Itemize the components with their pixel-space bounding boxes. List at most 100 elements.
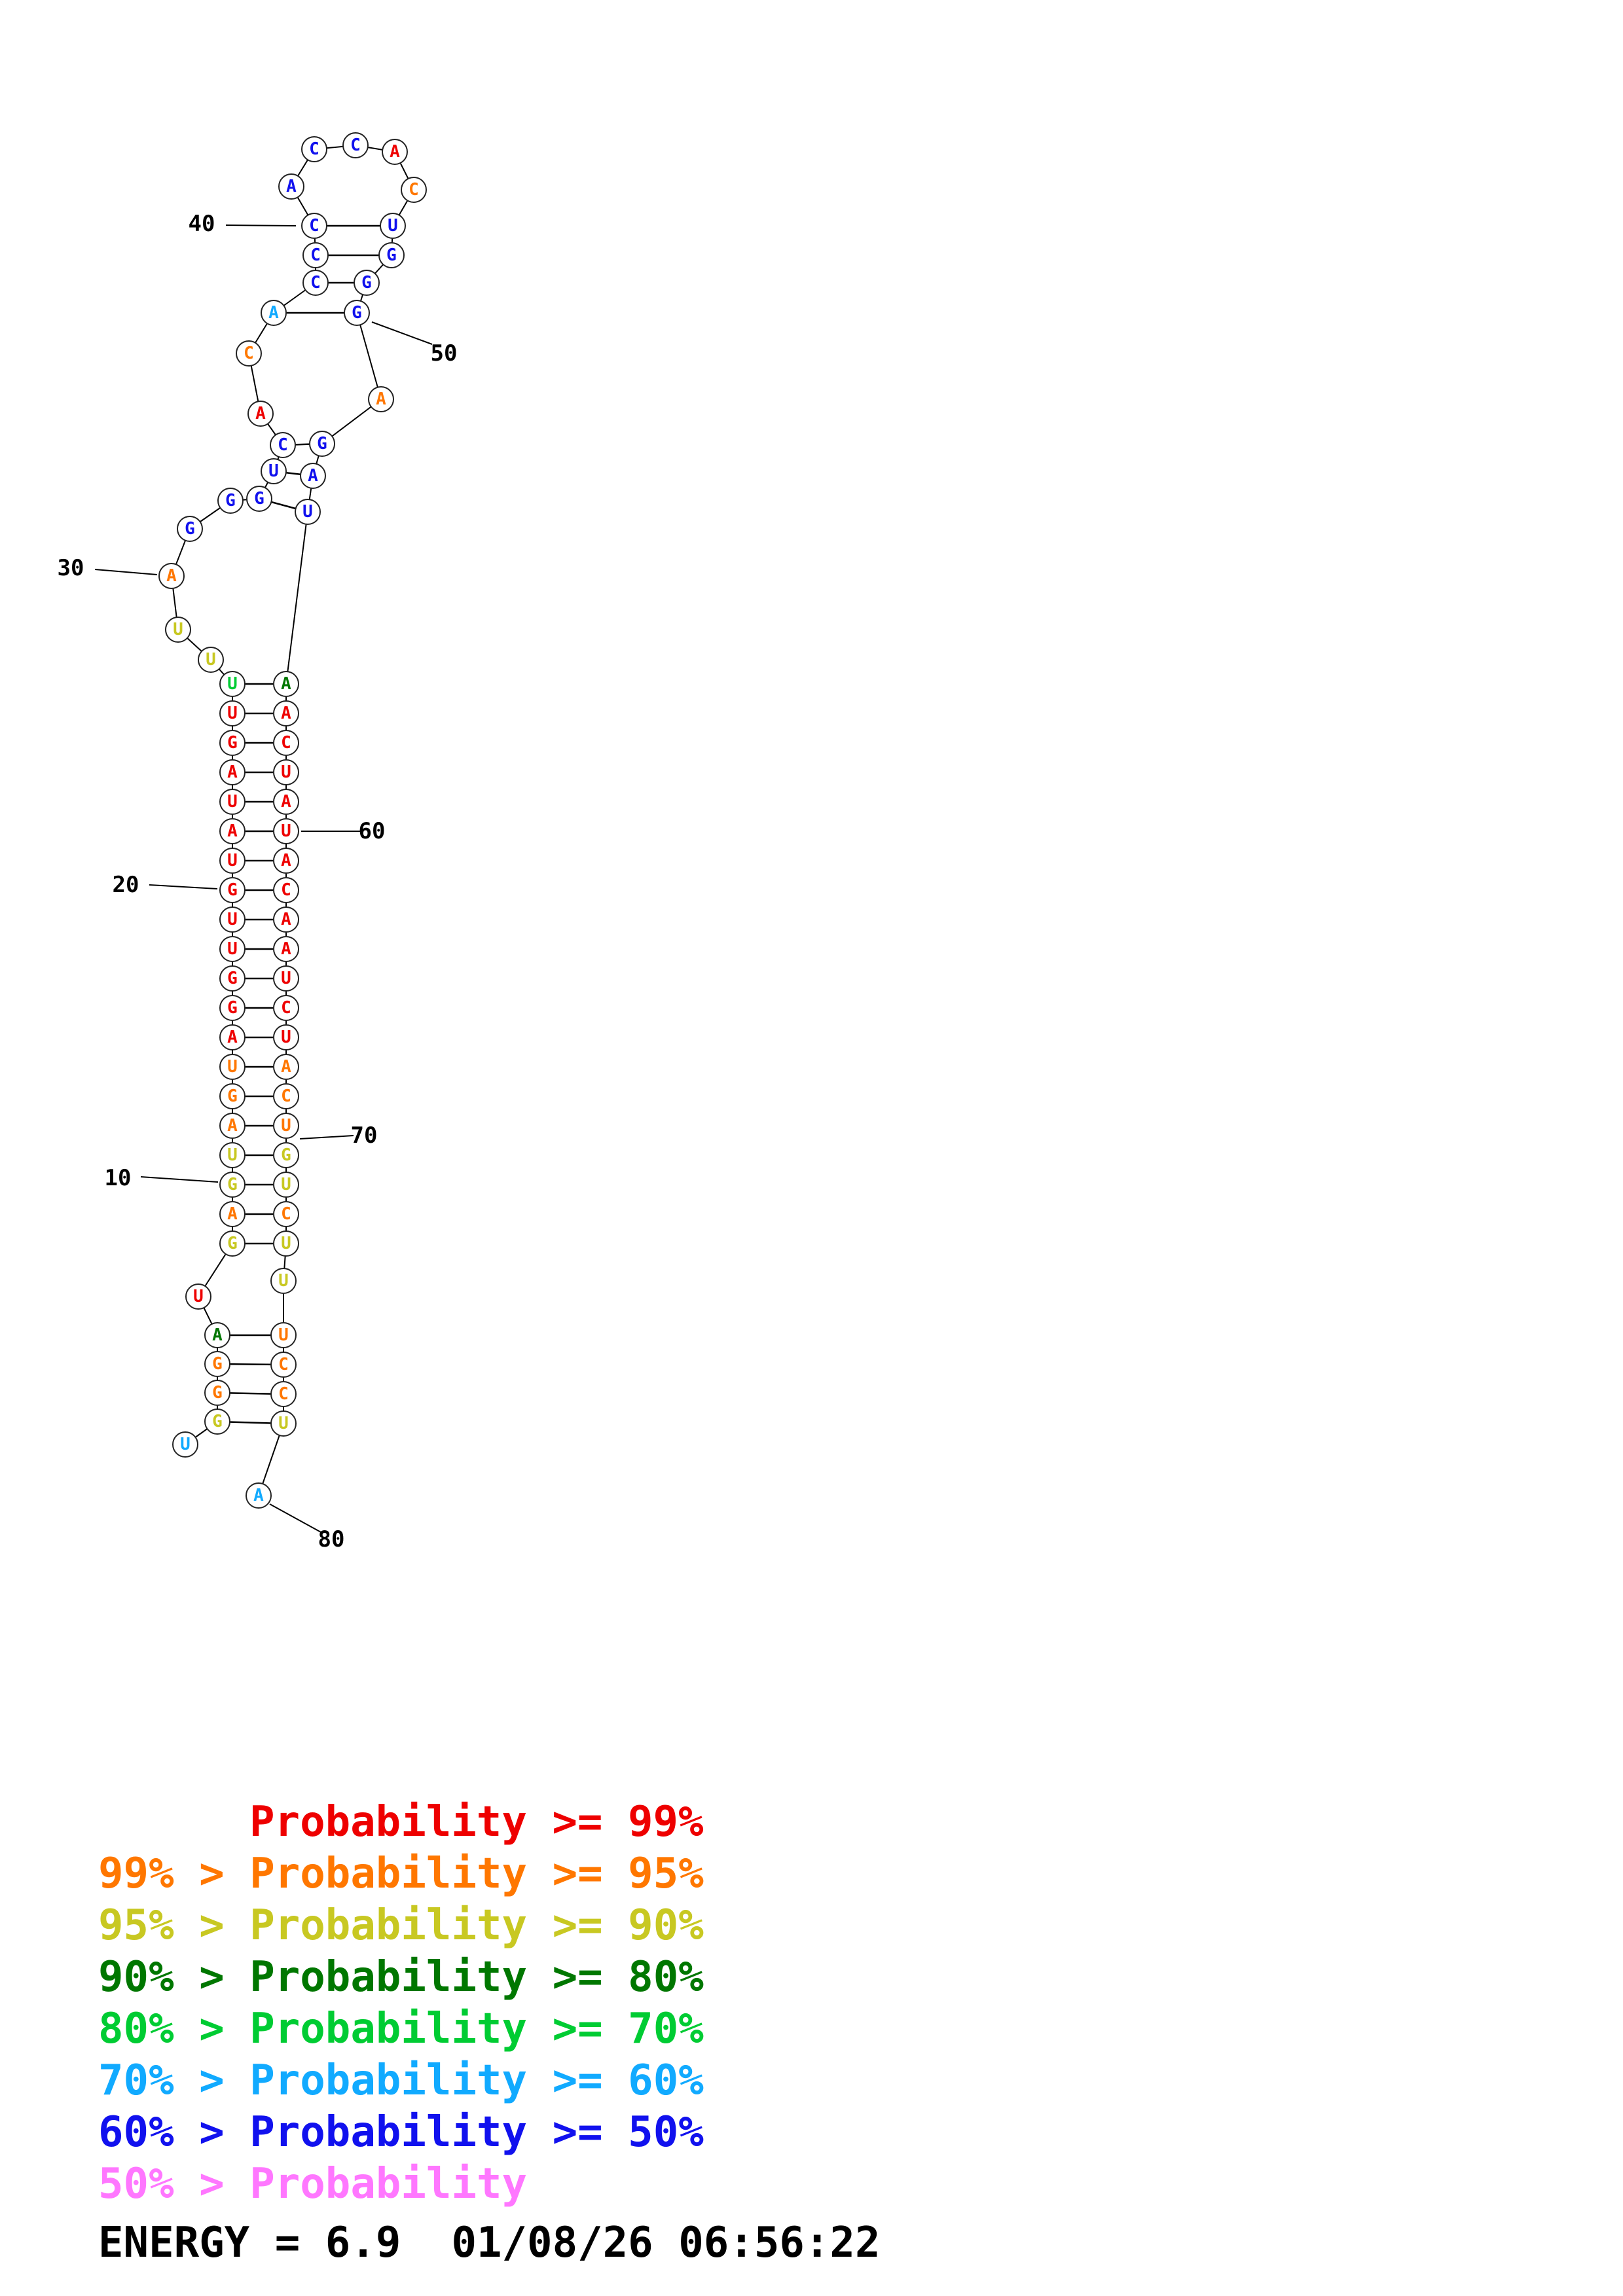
nucleotide-circle	[273, 936, 299, 962]
nucleotide-letter: A	[281, 704, 291, 723]
nucleotide-circle	[204, 1322, 230, 1348]
nucleotide: U	[270, 1410, 297, 1437]
nucleotide-circle	[270, 1322, 297, 1348]
nucleotide: G	[219, 1172, 246, 1198]
nucleotide-circle	[382, 139, 408, 165]
nucleotide: U	[273, 1230, 299, 1257]
position-label: 10	[105, 1165, 132, 1191]
nucleotide: A	[278, 173, 304, 200]
nucleotide-circle	[165, 617, 191, 643]
nucleotide-circle	[273, 1024, 299, 1050]
nucleotide: U	[270, 1268, 297, 1294]
position-label: 40	[189, 211, 215, 237]
nucleotide-circle	[273, 671, 299, 697]
nucleotide-letter: G	[227, 1175, 238, 1194]
nucleotide: G	[219, 730, 246, 756]
nucleotide: A	[219, 818, 246, 844]
nucleotide-circle	[219, 848, 246, 874]
backbone-segment	[285, 511, 308, 685]
nucleotide-circle	[217, 488, 244, 514]
nucleotide-circle	[273, 877, 299, 903]
nucleotide: C	[273, 877, 299, 903]
nucleotide-circle	[204, 1380, 230, 1406]
nucleotide-circle	[219, 700, 246, 726]
nucleotide-circle	[309, 431, 335, 457]
nucleotide: U	[165, 617, 191, 643]
nucleotide: G	[177, 516, 203, 542]
nucleotide: U	[219, 1142, 246, 1168]
nucleotide-circle	[302, 270, 329, 296]
nucleotide: A	[219, 1024, 246, 1050]
nucleotide-circle	[302, 242, 329, 268]
nucleotide-letter: A	[227, 1204, 238, 1224]
nucleotide: U	[261, 458, 287, 484]
nucleotide-letter: U	[227, 851, 238, 870]
nucleotide: U	[185, 1283, 211, 1310]
nucleotide: A	[382, 139, 408, 165]
nucleotide-letter: C	[409, 180, 419, 200]
nucleotide-circle	[368, 386, 394, 412]
nucleotide-letter: G	[254, 489, 264, 509]
nucleotide-letter: U	[281, 821, 291, 841]
nucleotide-letter: U	[180, 1435, 191, 1454]
nucleotide-letter: U	[173, 620, 183, 639]
nucleotide-circle	[219, 1230, 246, 1257]
nucleotide: G	[354, 270, 380, 296]
nucleotide-circle	[273, 1230, 299, 1257]
nucleotide-circle	[236, 340, 262, 367]
nucleotide-circle	[273, 700, 299, 726]
nucleotide-letter: A	[281, 674, 291, 694]
nucleotide-letter: C	[310, 245, 321, 265]
nucleotide-circle	[219, 671, 246, 697]
nucleotide: C	[270, 432, 296, 458]
nucleotide: A	[219, 1201, 246, 1227]
nucleotide: A	[273, 906, 299, 933]
nucleotide-circle	[219, 1172, 246, 1198]
position-label: 30	[58, 555, 84, 581]
nucleotide: U	[273, 1172, 299, 1198]
nucleotide-letter: A	[166, 566, 177, 586]
legend-line: 90% > Probability >= 80%	[98, 1953, 704, 2001]
nucleotide: C	[236, 340, 262, 367]
nucleotide-circle	[158, 563, 185, 589]
nucleotide-circle	[219, 1142, 246, 1168]
nucleotide: U	[219, 789, 246, 815]
nucleotide: A	[247, 401, 274, 427]
nucleotide-circle	[270, 432, 296, 458]
position-label-line	[299, 1135, 354, 1139]
nucleotide: A	[273, 936, 299, 962]
nucleotide: C	[302, 242, 329, 268]
nucleotide-letter: U	[278, 1271, 289, 1291]
nucleotide-circle	[177, 516, 203, 542]
nucleotide-circle	[273, 995, 299, 1021]
nucleotide-letter: G	[386, 245, 397, 265]
nucleotide-letter: A	[227, 1028, 238, 1047]
nucleotide-letter: C	[350, 135, 361, 155]
nucleotide-letter: A	[227, 821, 238, 841]
nucleotide-letter: G	[227, 880, 238, 900]
nucleotide: A	[300, 463, 326, 489]
nucleotide-letter: U	[278, 1414, 289, 1433]
nucleotide-circle	[261, 300, 287, 326]
nucleotide-letter: A	[212, 1325, 223, 1345]
nucleotide-circle	[270, 1352, 297, 1378]
position-label: 60	[359, 818, 386, 844]
nucleotide-letter: A	[390, 142, 400, 162]
nucleotide-letter: C	[278, 1355, 289, 1374]
nucleotide: A	[204, 1322, 230, 1348]
nucleotide-letter: U	[281, 762, 291, 782]
nucleotide: U	[380, 213, 406, 239]
nucleotide-circle	[204, 1408, 230, 1435]
nucleotide: U	[270, 1322, 297, 1348]
nucleotide-letter: C	[309, 139, 319, 159]
position-label-line	[225, 224, 297, 226]
nucleotide-circle	[273, 1113, 299, 1139]
nucleotide-letter: A	[281, 910, 291, 929]
nucleotide: U	[172, 1431, 198, 1458]
nucleotide: C	[273, 1201, 299, 1227]
nucleotide-circle	[273, 1201, 299, 1227]
nucleotide-circle	[273, 906, 299, 933]
nucleotide: U	[273, 965, 299, 992]
nucleotide-letter: U	[281, 1028, 291, 1047]
